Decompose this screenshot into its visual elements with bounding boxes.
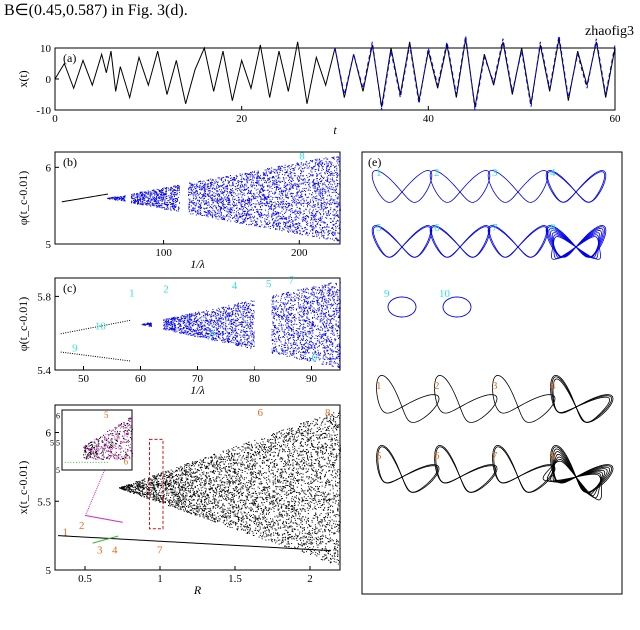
svg-text:1/λ: 1/λ [190, 257, 205, 271]
svg-text:1/λ: 1/λ [190, 383, 205, 397]
svg-text:60: 60 [610, 113, 622, 125]
svg-text:200: 200 [291, 247, 308, 259]
svg-text:(c): (c) [63, 281, 76, 295]
svg-text:40: 40 [423, 113, 435, 125]
svg-text:50: 50 [78, 373, 90, 385]
panel-e: (e)1234567891012345678 [362, 152, 622, 594]
panel-c: 50607080905.45.81/λφ(t_c-0.01)(c)1234567… [16, 275, 341, 397]
figure-svg: 0204060-10010tx(t)(a)100200561/λφ(t_c-0.… [0, 0, 640, 625]
svg-text:10: 10 [40, 43, 52, 55]
top-right-label-text: zhaofig3 [585, 24, 634, 39]
svg-text:60: 60 [135, 373, 147, 385]
context-text-span: B∈(0.45,0.587) in Fig. 3(d). [4, 2, 188, 19]
panel-d-inset: 55.5656 [50, 410, 133, 475]
svg-text:5.4: 5.4 [37, 365, 51, 377]
svg-text:8: 8 [299, 151, 305, 163]
svg-text:-10: -10 [36, 105, 51, 117]
svg-text:80: 80 [249, 373, 261, 385]
panel-a: 0204060-10010tx(t)(a) [16, 36, 621, 137]
panel-d: 0.511.5255.56Rx(t_c-0.01)(d)1234567855.5… [16, 405, 341, 597]
svg-text:φ(t_c-0.01): φ(t_c-0.01) [16, 297, 30, 352]
svg-text:5: 5 [46, 239, 52, 251]
svg-text:100: 100 [155, 247, 172, 259]
svg-text:6: 6 [46, 162, 52, 174]
svg-text:20: 20 [236, 113, 248, 125]
svg-text:φ(t_c-0.01): φ(t_c-0.01) [16, 171, 30, 226]
svg-text:90: 90 [306, 373, 318, 385]
svg-text:(a): (a) [63, 51, 76, 65]
svg-text:5.8: 5.8 [37, 291, 51, 303]
top-right-label: zhaofig3 [585, 24, 634, 40]
figure-container: B∈(0.45,0.587) in Fig. 3(d). zhaofig3 0 2… [0, 0, 640, 625]
svg-text:0: 0 [46, 74, 52, 86]
context-text: B∈(0.45,0.587) in Fig. 3(d). [4, 0, 188, 20]
panel-b: 100 200 5 6 1/λ φ(t_c-0.01) (b) 8 [16, 151, 341, 271]
svg-text:(b): (b) [63, 155, 77, 169]
svg-text:t: t [333, 123, 337, 137]
svg-text:x(t): x(t) [16, 70, 30, 87]
svg-text:0: 0 [52, 113, 58, 125]
